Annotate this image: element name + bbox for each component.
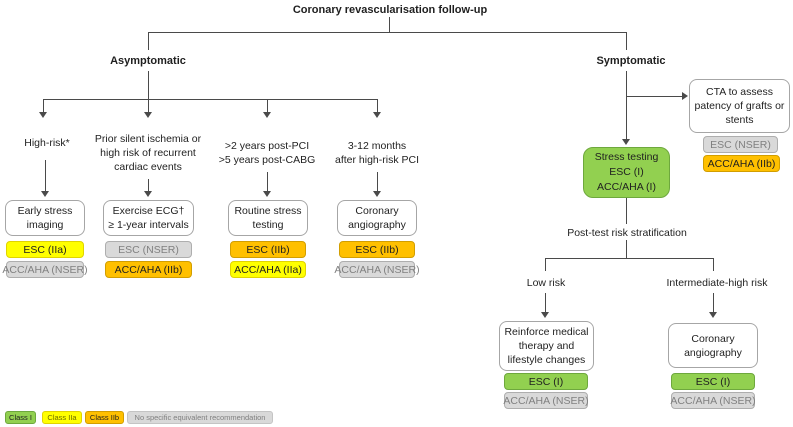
connector-line xyxy=(626,96,682,97)
connector-line xyxy=(267,172,268,192)
arrowhead-down-icon xyxy=(622,139,630,145)
esc-badge: ESC (I) xyxy=(504,373,588,390)
connector-line xyxy=(377,172,378,192)
connector-line xyxy=(148,179,149,192)
acc-aha-badge: ACC/AHA (NSER) xyxy=(334,261,420,278)
arrowhead-down-icon xyxy=(373,191,381,197)
action-box-coronary-angiography: Coronary angiography xyxy=(337,200,417,236)
esc-badge: ESC (IIb) xyxy=(230,241,306,258)
esc-badge: ESC (I) xyxy=(671,373,755,390)
action-box-stress-testing: Stress testing ESC (I) ACC/AHA (I) xyxy=(583,147,670,198)
acc-aha-badge: ACC/AHA (NSER) xyxy=(2,261,88,278)
esc-badge: ESC (NSER) xyxy=(703,136,778,153)
acc-aha-badge: ACC/AHA (IIb) xyxy=(105,261,192,278)
connector-line xyxy=(713,258,714,271)
risk-label-intermediate-high: Intermediate-high risk xyxy=(666,277,768,289)
action-box-routine-stress-testing: Routine stress testing xyxy=(228,200,308,236)
acc-aha-badge: ACC/AHA (IIa) xyxy=(230,261,306,278)
connector-line xyxy=(148,99,149,113)
arrowhead-down-icon xyxy=(263,112,271,118)
connector-line xyxy=(267,99,268,113)
condition-label-prior-silent-ischemia: Prior silent ischemia or high risk of re… xyxy=(94,133,202,173)
acc-aha-badge: ACC/AHA (NSER) xyxy=(503,392,589,409)
connector-line xyxy=(545,293,546,313)
connector-line xyxy=(148,32,149,50)
connector-line xyxy=(626,240,627,258)
arrowhead-down-icon xyxy=(709,312,717,318)
connector-line xyxy=(148,71,149,99)
connector-line xyxy=(389,17,390,32)
connector-line xyxy=(377,99,378,113)
action-box-exercise-ecg: Exercise ECG† ≥ 1-year intervals xyxy=(103,200,194,236)
arrowhead-down-icon xyxy=(541,312,549,318)
esc-badge: ESC (IIb) xyxy=(339,241,415,258)
connector-line xyxy=(545,258,713,259)
risk-label-low: Low risk xyxy=(526,277,566,289)
connector-line xyxy=(713,293,714,313)
condition-label-years-post-pci-cabg: >2 years post-PCI >5 years post-CABG xyxy=(218,140,316,166)
arrowhead-down-icon xyxy=(39,112,47,118)
acc-aha-badge: ACC/AHA (IIb) xyxy=(703,155,780,172)
connector-line xyxy=(626,32,627,50)
connector-line xyxy=(148,32,626,33)
arrowhead-down-icon xyxy=(263,191,271,197)
arrowhead-down-icon xyxy=(41,191,49,197)
connector-line xyxy=(626,198,627,224)
arrowhead-down-icon xyxy=(144,112,152,118)
action-box-cta-grafts-stents: CTA to assess patency of grafts or stent… xyxy=(689,79,790,133)
arrowhead-down-icon xyxy=(373,112,381,118)
esc-badge: ESC (NSER) xyxy=(105,241,192,258)
arrowhead-down-icon xyxy=(144,191,152,197)
condition-label-months-after-high-risk-pci: 3-12 months after high-risk PCI xyxy=(334,140,420,166)
esc-badge: ESC (IIa) xyxy=(6,241,84,258)
acc-aha-badge: ACC/AHA (NSER) xyxy=(670,392,756,409)
legend-class-iib-badge: Class IIb xyxy=(85,411,124,424)
condition-label-high-risk: High-risk* xyxy=(24,137,70,149)
action-box-reinforce-medical-therapy: Reinforce medical therapy and lifestyle … xyxy=(499,321,594,371)
branch-label-asymptomatic: Asymptomatic xyxy=(110,55,186,67)
action-box-early-stress-imaging: Early stress imaging xyxy=(5,200,85,236)
connector-line xyxy=(626,71,627,140)
connector-line xyxy=(43,99,44,113)
post-test-risk-stratification-label: Post-test risk stratification xyxy=(567,227,687,239)
arrowhead-right-icon xyxy=(682,92,688,100)
action-box-coronary-angiography-symptomatic: Coronary angiography xyxy=(668,323,758,368)
legend-class-iia-badge: Class IIa xyxy=(42,411,82,424)
connector-line xyxy=(45,160,46,192)
connector-line xyxy=(545,258,546,271)
legend-no-equivalent-badge: No specific equivalent recommendation xyxy=(127,411,273,424)
legend-class-i-badge: Class I xyxy=(5,411,36,424)
branch-label-symptomatic: Symptomatic xyxy=(596,55,666,67)
page-title: Coronary revascularisation follow-up xyxy=(292,4,488,16)
connector-line xyxy=(43,99,377,100)
